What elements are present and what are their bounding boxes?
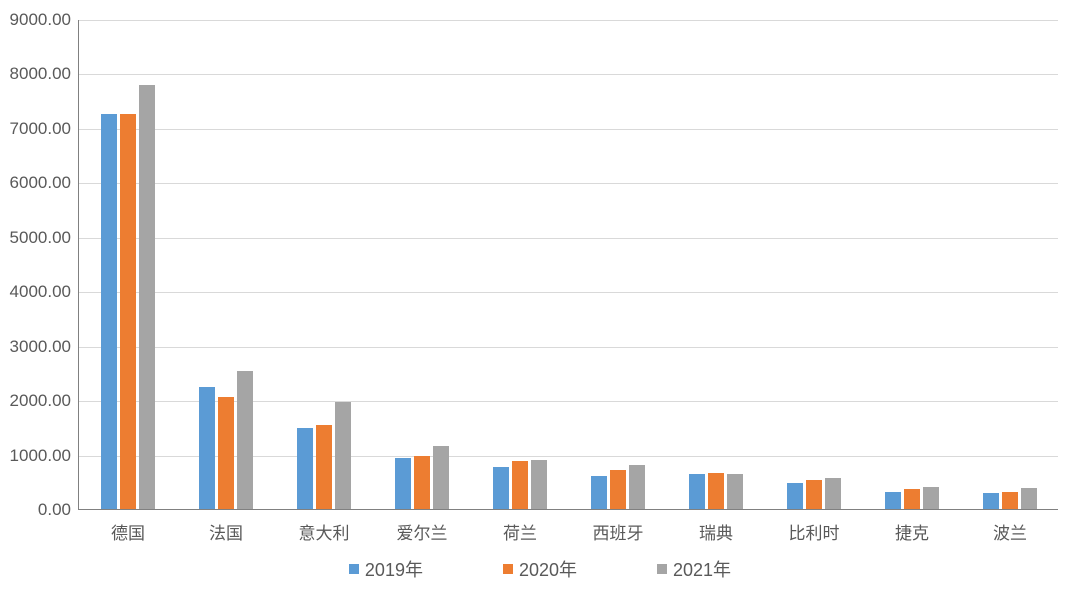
legend-swatch	[349, 564, 359, 574]
bar	[414, 456, 430, 509]
gridline	[79, 347, 1058, 348]
y-tick-label: 9000.00	[10, 10, 79, 30]
bar	[139, 85, 155, 509]
plot-area: 0.001000.002000.003000.004000.005000.006…	[78, 20, 1058, 510]
legend-item: 2021年	[657, 556, 731, 582]
bar	[297, 428, 313, 509]
y-tick-label: 8000.00	[10, 64, 79, 84]
y-tick-label: 0.00	[38, 500, 79, 520]
legend-item: 2020年	[503, 556, 577, 582]
y-tick-label: 1000.00	[10, 446, 79, 466]
legend: 2019年 2020年 2021年	[0, 556, 1080, 582]
x-tick-label: 意大利	[299, 509, 350, 544]
bar	[629, 465, 645, 509]
bar	[101, 114, 117, 509]
x-tick-label: 瑞典	[699, 509, 733, 544]
legend-item: 2019年	[349, 556, 423, 582]
legend-swatch	[657, 564, 667, 574]
country-bar-chart: 0.00 1000.00 2000.00 3000.00 4000.00 5000.00 6…	[0, 0, 1080, 594]
gridline	[79, 292, 1058, 293]
bar	[1002, 492, 1018, 509]
bar	[531, 460, 547, 509]
bar	[708, 473, 724, 509]
x-tick-label: 法国	[209, 509, 243, 544]
bar	[493, 467, 509, 509]
gridline	[79, 183, 1058, 184]
bar	[610, 470, 626, 509]
y-tick-label: 6000.00	[10, 173, 79, 193]
bar	[825, 478, 841, 509]
bar	[120, 114, 136, 509]
legend-swatch	[503, 564, 513, 574]
y-tick-label: 4000.00	[10, 282, 79, 302]
bar	[806, 480, 822, 509]
x-tick-label: 比利时	[789, 509, 840, 544]
bar	[689, 474, 705, 509]
x-tick-label: 波兰	[993, 509, 1027, 544]
y-tick-label: 7000.00	[10, 119, 79, 139]
x-tick-label: 爱尔兰	[397, 509, 448, 544]
bar	[904, 489, 920, 509]
y-tick-label: 3000.00	[10, 337, 79, 357]
bar	[433, 446, 449, 509]
bar	[923, 487, 939, 509]
legend-label: 2020年	[519, 556, 577, 582]
legend-label: 2019年	[365, 556, 423, 582]
x-tick-label: 西班牙	[593, 509, 644, 544]
bar	[237, 371, 253, 509]
y-tick-label: 2000.00	[10, 391, 79, 411]
gridline	[79, 238, 1058, 239]
bar	[1021, 488, 1037, 509]
x-tick-label: 荷兰	[503, 509, 537, 544]
bar	[787, 483, 803, 509]
bar	[199, 387, 215, 510]
bar	[335, 402, 351, 509]
x-tick-label: 德国	[111, 509, 145, 544]
bar	[218, 397, 234, 509]
bar	[316, 425, 332, 509]
x-tick-label: 捷克	[895, 509, 929, 544]
y-tick-label: 5000.00	[10, 228, 79, 248]
gridline	[79, 129, 1058, 130]
bar	[983, 493, 999, 509]
legend-label: 2021年	[673, 556, 731, 582]
bar	[512, 461, 528, 509]
bar	[591, 476, 607, 509]
bar	[885, 492, 901, 509]
gridline	[79, 74, 1058, 75]
bar	[727, 474, 743, 509]
bar	[395, 458, 411, 509]
gridline	[79, 20, 1058, 21]
